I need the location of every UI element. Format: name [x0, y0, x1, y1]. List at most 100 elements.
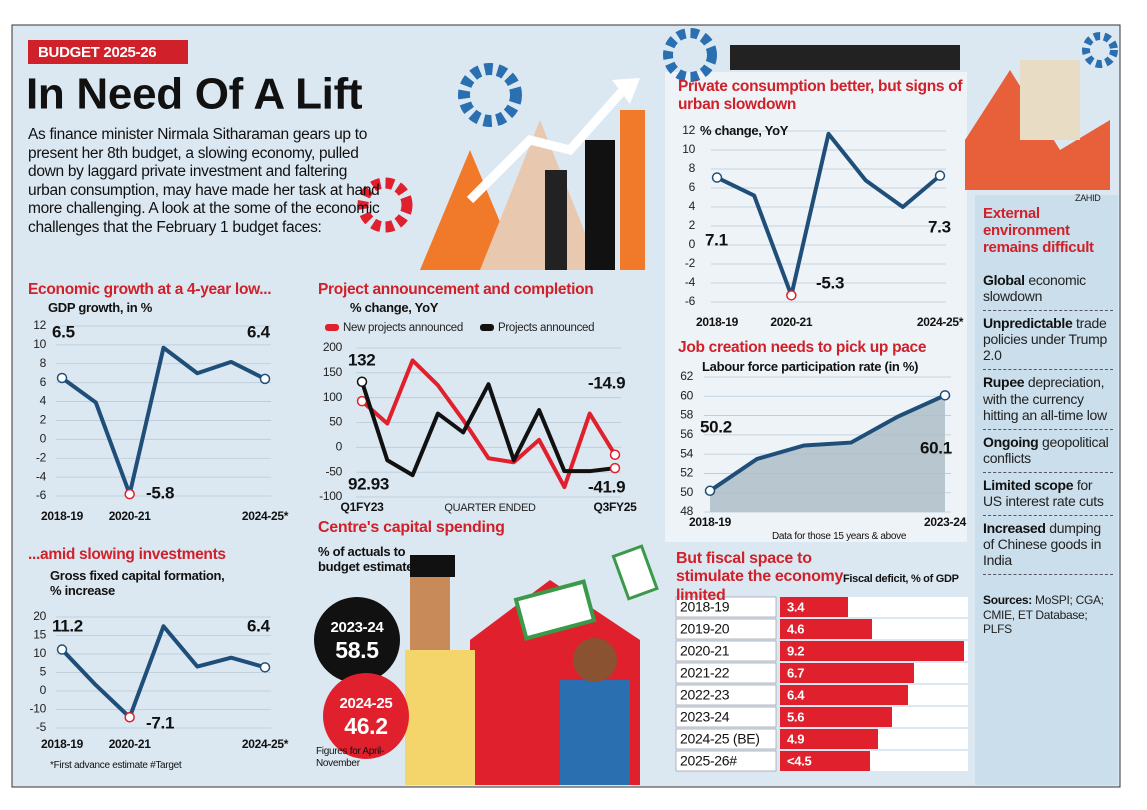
y-tick-label: 8: [689, 161, 696, 175]
y-tick-label: 10: [33, 337, 46, 351]
x-tick-label: 2023-24: [924, 515, 967, 529]
legend-swatch: [325, 324, 339, 331]
y-tick-label: 58: [680, 408, 693, 422]
point: [259, 373, 271, 385]
x-tick-label: Q3FY25: [594, 500, 638, 514]
legend-label: New projects announced: [343, 322, 463, 334]
bar: [780, 751, 870, 771]
y-tick-label: 54: [680, 446, 693, 460]
bar: [780, 663, 914, 683]
point: [786, 290, 797, 301]
chart-title: Private consumption better, but signs of…: [678, 78, 963, 113]
y-tick-label: 0: [40, 432, 47, 446]
illustration-people: [405, 544, 659, 785]
sidebar-item: Increased dumping of Chinese goods in In…: [983, 516, 1113, 576]
sources-lead: Sources:: [983, 593, 1032, 608]
row-label-bg: [675, 662, 777, 684]
y-tick-label: 2: [40, 413, 47, 427]
point: [609, 462, 621, 474]
point: [56, 372, 68, 384]
item-lead: Ongoing: [983, 433, 1039, 450]
y-tick-label: 2: [689, 218, 696, 232]
line: [360, 381, 616, 478]
line: [708, 393, 946, 493]
x-tick-label: 2020-21: [770, 315, 813, 329]
point: [934, 170, 946, 181]
y-tick-label: 15: [33, 628, 46, 642]
data-label: 7.3: [928, 217, 951, 236]
chart-note: Data for those 15 years & above: [772, 531, 907, 542]
row-label-bg: [675, 640, 777, 662]
y-tick-label: 150: [323, 365, 343, 379]
sidebar-items: Global economic slowdown Unpredictable tr…: [983, 268, 1113, 576]
y-tick-label: -100: [319, 489, 342, 503]
bubble: [314, 597, 400, 683]
chart-subtitle: GDP growth, in %: [48, 300, 153, 315]
x-tick-label: 2024-25*: [917, 315, 964, 329]
row-label: 2020-21: [680, 643, 730, 659]
x-tick-label: 2020-21: [109, 509, 152, 523]
credit: ZAHID: [1075, 193, 1101, 203]
bar: [780, 707, 892, 727]
data-label: 4.6: [787, 621, 804, 636]
chart-title: Centre's capital spending: [318, 519, 505, 536]
x-tick-label: 2024-25*: [242, 737, 289, 751]
item-text: for US interest rate cuts: [983, 476, 1104, 510]
row-label: 2021-22: [680, 665, 730, 681]
bar: [780, 597, 848, 617]
y-tick-label: 100: [323, 390, 343, 404]
data-label: 6.4: [787, 687, 805, 702]
chart-subtitle: Gross fixed capital formation, % increas…: [50, 568, 225, 598]
data-label: 50.2: [700, 417, 732, 436]
y-tick-label: 56: [680, 427, 693, 441]
point: [56, 644, 68, 655]
y-tick-label: -5: [36, 720, 47, 734]
y-tick-label: 12: [682, 123, 695, 137]
row-label: 2019-20: [680, 621, 730, 637]
bubble-value: 46.2: [344, 713, 388, 739]
item-lead: Increased: [983, 520, 1046, 537]
sources-text: MoSPI; CGA; CMIE, ET Database; PLFS: [983, 593, 1104, 637]
y-tick-label: 8: [40, 356, 47, 370]
point: [124, 712, 135, 723]
data-label: 5.6: [787, 709, 804, 724]
x-tick-label: 2020-21: [109, 737, 152, 751]
row-label-bg: [675, 750, 777, 772]
y-tick-label: 12: [33, 318, 46, 332]
y-tick-label: 10: [33, 646, 46, 660]
y-tick-label: 0: [336, 440, 343, 454]
data-label: <4.5: [787, 753, 812, 768]
x-tick-label: 2018-19: [41, 509, 84, 523]
y-tick-label: -10: [30, 702, 47, 716]
data-label: 7.1: [705, 230, 728, 249]
data-label: 9.2: [787, 643, 804, 658]
data-label: 4.9: [787, 731, 804, 746]
y-tick-label: 10: [682, 142, 695, 156]
chart-title: But fiscal space to stimulate the econom…: [676, 550, 844, 604]
y-tick-label: -6: [685, 294, 696, 308]
row-label-bg: [675, 706, 777, 728]
y-tick-label: 50: [329, 415, 342, 429]
item-text: dumping of Chinese goods in India: [983, 520, 1102, 569]
data-label: -41.9: [588, 477, 625, 496]
legend-label: Projects announced: [498, 322, 594, 334]
item-text: depreciation, with the currency hitting …: [983, 374, 1107, 423]
point: [124, 488, 135, 500]
y-tick-label: 4: [40, 394, 47, 408]
sidebar-bg: [975, 195, 1118, 785]
intro: As finance minister Nirmala Sitharaman g…: [28, 126, 380, 236]
bubble-year: 2023-24: [331, 619, 385, 636]
x-tick-label: 2018-19: [696, 315, 739, 329]
data-label: 11.2: [52, 616, 83, 635]
sidebar-item: Limited scope for US interest rate cuts: [983, 473, 1113, 517]
row-label-bg: [675, 596, 777, 618]
y-tick-label: 4: [689, 199, 696, 213]
x-tick-label: Q1FY23: [341, 500, 385, 514]
y-tick-label: -4: [36, 469, 47, 483]
chart-subtitle: % of actuals to budget estimates: [318, 544, 421, 574]
point: [356, 376, 368, 388]
y-tick-label: 6: [40, 375, 47, 389]
line: [60, 345, 266, 497]
line: [716, 131, 942, 298]
